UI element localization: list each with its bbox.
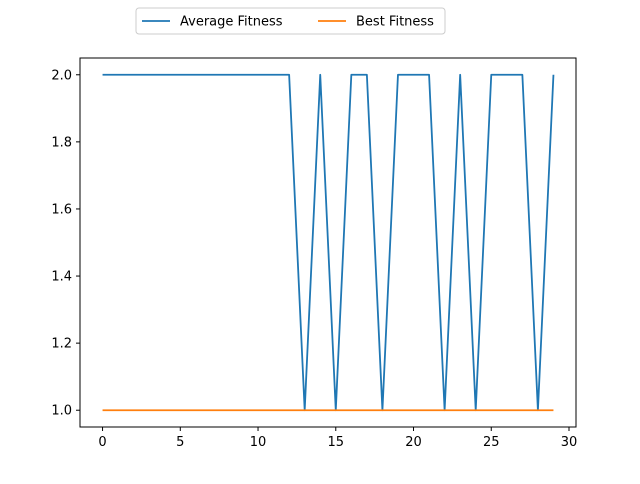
legend-label-average-fitness: Average Fitness — [180, 15, 283, 30]
y-tick-label: 1.8 — [51, 135, 72, 150]
y-tick-label: 1.0 — [51, 404, 72, 419]
y-tick-label: 1.4 — [51, 270, 72, 285]
x-tick-label: 25 — [483, 435, 500, 450]
y-tick-label: 1.6 — [51, 202, 72, 217]
y-tick-label: 1.2 — [51, 337, 72, 352]
axes-frame — [79, 57, 577, 428]
series-line-average-fitness — [102, 73, 555, 412]
x-tick-label: 20 — [405, 435, 422, 450]
legend: Average Fitness Best Fitness — [135, 7, 446, 35]
x-tick-label: 0 — [98, 435, 106, 450]
x-tick-label: 5 — [176, 435, 184, 450]
x-tick-label: 10 — [250, 435, 267, 450]
series-layer — [102, 73, 555, 412]
legend-label-best-fitness: Best Fitness — [356, 15, 434, 30]
y-tick-label: 2.0 — [51, 68, 72, 83]
x-tick-label: 30 — [561, 435, 578, 450]
axes-layer: 0 5 10 15 20 25 30 1.0 1.2 1.4 1.6 1.8 2.0 — [51, 57, 578, 450]
legend-box — [135, 7, 446, 35]
x-tick-label: 15 — [328, 435, 345, 450]
